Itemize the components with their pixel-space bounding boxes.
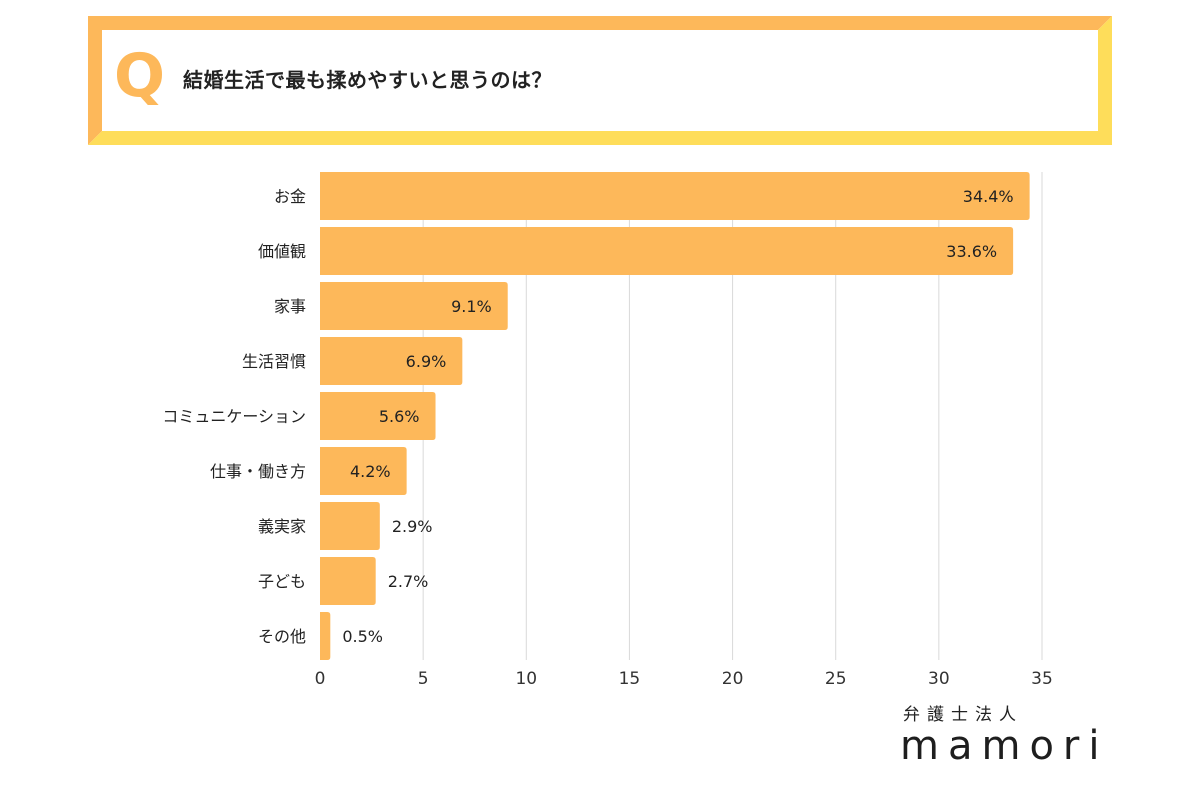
category-label: 仕事・働き方 bbox=[210, 462, 306, 481]
question-q-icon: Q bbox=[114, 41, 166, 111]
bar bbox=[320, 502, 380, 550]
x-tick-label: 0 bbox=[315, 669, 326, 689]
bar bbox=[320, 557, 376, 605]
value-label: 33.6% bbox=[946, 242, 997, 261]
category-label: 家事 bbox=[274, 297, 306, 316]
value-label: 5.6% bbox=[379, 407, 420, 426]
bar bbox=[320, 282, 508, 330]
category-label: 生活習慣 bbox=[242, 352, 306, 371]
frame-bottom-right bbox=[88, 16, 1112, 145]
x-axis-ticks: 0 5 10 15 20 25 30 35 bbox=[315, 669, 1053, 689]
category-label: 価値観 bbox=[258, 242, 306, 261]
value-label: 9.1% bbox=[451, 297, 492, 316]
bar bbox=[320, 172, 1030, 220]
x-tick-label: 35 bbox=[1031, 669, 1053, 689]
x-tick-label: 30 bbox=[928, 669, 950, 689]
bar bbox=[320, 337, 463, 385]
x-tick-label: 15 bbox=[619, 669, 641, 689]
value-label: 6.9% bbox=[406, 352, 447, 371]
logo-mamori: mamori bbox=[900, 723, 1109, 769]
bars bbox=[320, 172, 1030, 660]
category-label: 子ども bbox=[258, 572, 306, 591]
category-label: お金 bbox=[274, 187, 306, 206]
value-labels: 34.4% 33.6% 9.1% 6.9% 5.6% 4.2% 2.9% 2.7% 0.5% bbox=[342, 187, 1013, 646]
bar bbox=[320, 447, 407, 495]
value-label: 2.9% bbox=[392, 517, 433, 536]
bar bbox=[320, 227, 1014, 275]
category-label: 義実家 bbox=[258, 517, 306, 536]
question-banner bbox=[88, 16, 1112, 145]
x-tick-label: 5 bbox=[418, 669, 429, 689]
logo-subtitle: 弁護士法人 bbox=[903, 705, 1023, 725]
bar bbox=[320, 612, 331, 660]
x-tick-label: 10 bbox=[515, 669, 537, 689]
value-label: 34.4% bbox=[963, 187, 1014, 206]
x-tick-label: 20 bbox=[722, 669, 744, 689]
question-title: 結婚生活で最も揉めやすいと思うのは？ bbox=[183, 68, 552, 92]
bar bbox=[320, 392, 436, 440]
value-label: 4.2% bbox=[350, 462, 391, 481]
frame-top-left bbox=[88, 16, 1112, 145]
x-tick-label: 25 bbox=[825, 669, 847, 689]
value-label: 0.5% bbox=[342, 627, 383, 646]
value-label: 2.7% bbox=[388, 572, 429, 591]
category-label: コミュニケーション bbox=[162, 407, 306, 426]
category-label: その他 bbox=[258, 627, 306, 646]
question-frame bbox=[88, 16, 1112, 145]
